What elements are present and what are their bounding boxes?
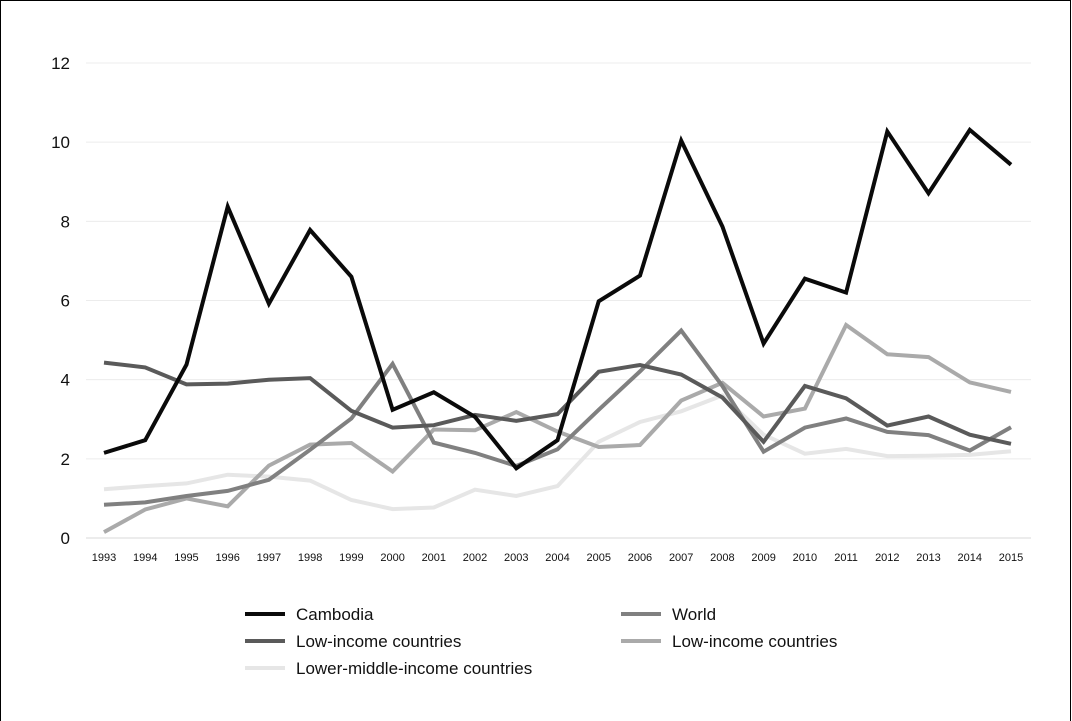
x-tick-label: 1999 xyxy=(339,552,363,564)
x-tick-label: 1997 xyxy=(257,552,281,564)
x-tick-label: 2014 xyxy=(958,552,982,564)
y-axis-ticks: 0 2 4 6 8 10 12 xyxy=(51,54,70,548)
legend-label: World xyxy=(672,605,716,624)
y-tick-label: 4 xyxy=(61,371,70,390)
legend-label: Low-income countries xyxy=(672,632,837,651)
y-tick-label: 2 xyxy=(61,450,70,469)
x-tick-label: 1998 xyxy=(298,552,322,564)
y-tick-label: 10 xyxy=(51,133,70,152)
series-line xyxy=(103,322,1012,534)
x-tick-label: 1996 xyxy=(215,552,239,564)
series-line xyxy=(103,393,1012,512)
x-tick-label: 2007 xyxy=(669,552,693,564)
x-tick-label: 2008 xyxy=(710,552,734,564)
legend-label: Cambodia xyxy=(296,605,374,624)
legend: Cambodia World Low-income countries Low-inc… xyxy=(245,605,837,678)
x-tick-label: 2006 xyxy=(628,552,652,564)
legend-label: Lower-middle-income countries xyxy=(296,659,532,678)
x-tick-label: 1993 xyxy=(92,552,116,564)
x-tick-label: 2013 xyxy=(916,552,940,564)
x-axis-ticks: 1993 1994 1995 1996 1997 1998 1999 2000 2001 2002… xyxy=(92,552,1023,564)
y-tick-label: 0 xyxy=(61,529,70,548)
x-tick-label: 2011 xyxy=(834,552,858,564)
x-tick-label: 2010 xyxy=(793,552,817,564)
x-tick-label: 2009 xyxy=(751,552,775,564)
y-tick-label: 12 xyxy=(51,54,70,73)
series-line xyxy=(103,126,1013,471)
x-tick-label: 2001 xyxy=(422,552,446,564)
x-tick-label: 2004 xyxy=(545,552,569,564)
x-tick-label: 2012 xyxy=(875,552,899,564)
series-line xyxy=(103,360,1012,446)
x-tick-label: 2005 xyxy=(586,552,610,564)
x-tick-label: 2002 xyxy=(463,552,487,564)
gridlines xyxy=(86,62,1031,539)
x-tick-label: 1994 xyxy=(133,552,157,564)
y-tick-label: 6 xyxy=(61,292,70,311)
y-tick-label: 8 xyxy=(61,212,70,231)
legend-label: Low-income countries xyxy=(296,632,461,651)
x-tick-label: 2000 xyxy=(380,552,404,564)
x-tick-label: 2015 xyxy=(999,552,1023,564)
series-line xyxy=(103,327,1012,507)
x-tick-label: 1995 xyxy=(174,552,198,564)
series-lines xyxy=(103,126,1013,534)
x-tick-label: 2003 xyxy=(504,552,528,564)
